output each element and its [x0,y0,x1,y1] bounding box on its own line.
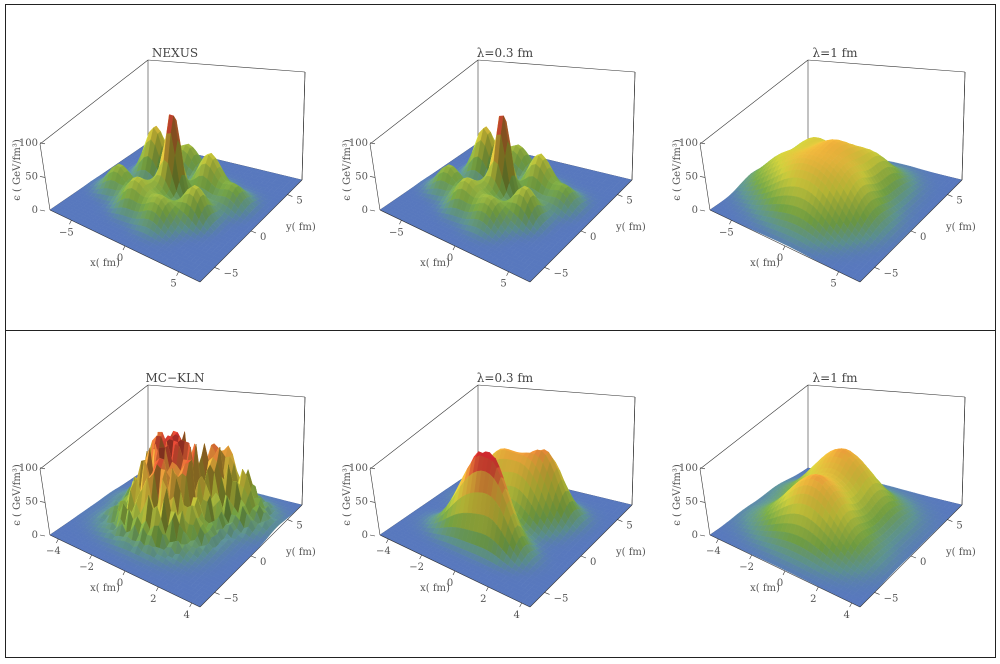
z-axis-label: ϵ ( GeV/fm³) [12,464,23,526]
z-tick-label: 100 [679,138,698,149]
y-tick-label: −5 [884,593,899,604]
x-axis-label: x( fm) [750,258,780,269]
x-tick-label: 4 [183,610,189,621]
y-tick-label: 5 [296,196,302,207]
energy-density-surface [709,448,963,608]
x-tick-label: 2 [810,594,816,605]
x-axis-label: x( fm) [420,583,450,594]
x-tick-label: 5 [500,279,506,290]
energy-density-surface [49,430,303,608]
bottom-row-frame [5,330,996,658]
energy-density-surface [379,115,633,283]
z-tick-label: 0 [32,530,38,541]
x-tick-label: 0 [447,253,453,264]
y-tick-label: 0 [920,232,926,243]
panel-title: λ=1 fm [813,46,859,60]
x-tick-label: 5 [830,279,836,290]
z-axis-label: ϵ ( GeV/fm³) [12,139,23,201]
y-tick-label: −5 [554,593,569,604]
z-tick-label: 100 [679,463,698,474]
y-tick-label: 0 [590,557,596,568]
x-axis-label: x( fm) [90,258,120,269]
y-tick-label: −5 [224,593,239,604]
panel-title: λ=0.3 fm [477,46,534,60]
z-tick-label: 0 [32,205,38,216]
x-tick-label: 5 [170,279,176,290]
y-tick-label: 0 [590,232,596,243]
y-tick-label: 0 [260,557,266,568]
y-tick-label: 5 [626,521,632,532]
x-tick-label: −4 [706,546,721,557]
y-tick-label: 5 [626,196,632,207]
x-axis-label: x( fm) [420,258,450,269]
z-tick-label: 50 [25,171,38,182]
y-tick-label: 0 [920,557,926,568]
panel-title: NEXUS [152,46,198,60]
z-tick-label: 0 [692,205,698,216]
z-tick-label: 100 [19,463,38,474]
x-tick-label: 2 [480,594,486,605]
y-axis-label: y( fm) [615,222,646,233]
y-tick-label: −5 [884,268,899,279]
x-tick-label: −4 [376,546,391,557]
y-axis-label: y( fm) [945,222,976,233]
x-tick-label: −5 [389,227,404,238]
x-tick-label: −2 [739,562,754,573]
y-tick-label: 5 [296,521,302,532]
energy-density-surface [709,137,963,283]
y-axis-label: y( fm) [945,547,976,558]
x-tick-label: 4 [843,610,849,621]
z-tick-label: 50 [25,496,38,507]
z-axis-label: ϵ ( GeV/fm³) [342,464,353,526]
z-tick-label: 50 [355,496,368,507]
panel-title: λ=0.3 fm [477,371,534,385]
y-tick-label: −5 [224,268,239,279]
y-axis-label: y( fm) [285,547,316,558]
z-axis-label: ϵ ( GeV/fm³) [672,139,683,201]
y-tick-label: −5 [554,268,569,279]
z-tick-label: 0 [362,205,368,216]
z-tick-label: 50 [685,171,698,182]
x-tick-label: 2 [150,594,156,605]
energy-density-surface [379,448,633,608]
x-tick-label: 0 [447,578,453,589]
y-axis-label: y( fm) [615,547,646,558]
x-axis-label: x( fm) [750,583,780,594]
y-axis-label: y( fm) [285,222,316,233]
x-tick-label: 0 [777,578,783,589]
x-tick-label: −2 [79,562,94,573]
x-tick-label: 0 [117,253,123,264]
x-tick-label: 0 [777,253,783,264]
z-axis-label: ϵ ( GeV/fm³) [672,464,683,526]
z-axis-label: ϵ ( GeV/fm³) [342,139,353,201]
z-tick-label: 100 [349,463,368,474]
z-tick-label: 0 [692,530,698,541]
x-tick-label: −5 [59,227,74,238]
z-tick-label: 0 [362,530,368,541]
z-tick-label: 50 [685,496,698,507]
panel-title: λ=1 fm [813,371,859,385]
x-tick-label: −5 [719,227,734,238]
x-tick-label: 4 [513,610,519,621]
z-tick-label: 100 [19,138,38,149]
x-tick-label: −2 [409,562,424,573]
x-axis-label: x( fm) [90,583,120,594]
panel-title: MC−KLN [146,371,205,385]
y-tick-label: 5 [956,196,962,207]
z-tick-label: 100 [349,138,368,149]
y-tick-label: 0 [260,232,266,243]
z-tick-label: 50 [355,171,368,182]
y-tick-label: 5 [956,521,962,532]
x-tick-label: −4 [46,546,61,557]
x-tick-label: 0 [117,578,123,589]
energy-density-surface [49,114,303,283]
